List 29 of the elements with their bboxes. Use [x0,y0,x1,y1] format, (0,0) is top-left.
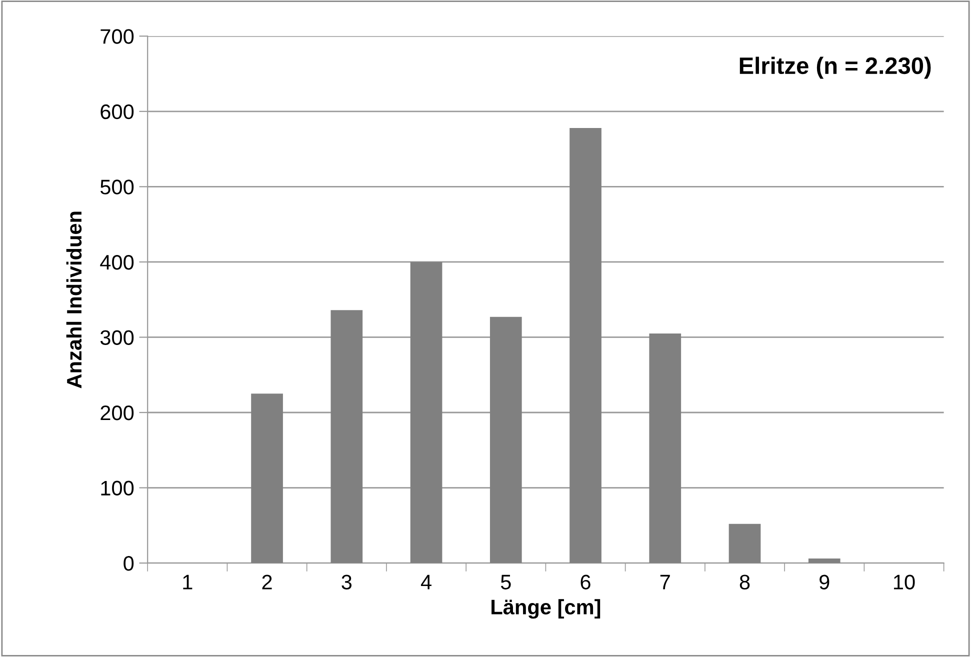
y-tick-label: 500 [100,180,134,194]
bar [330,310,363,564]
x-axis-title: Länge [cm] [492,599,600,619]
text: Elritze (n = 2.230) [740,56,931,79]
x-tick-label: 9 [820,574,830,590]
y-tick-label: 400 [100,254,134,270]
bar [251,394,283,564]
x-tick-label: 1 [183,574,192,590]
bar [728,524,761,564]
x-tick-label: 7 [660,574,670,590]
bar [808,558,840,564]
x-tick-label: 6 [580,574,590,590]
x-tick-label: 5 [500,574,511,590]
y-tick-label: 200 [100,406,134,420]
x-tick-label: 3 [342,574,352,590]
bar [649,333,682,564]
y-tick-label: 100 [101,480,134,496]
x-tick-label: 10 [894,574,915,590]
x-tick-label: 4 [420,574,432,590]
y-tick-label: 300 [100,330,134,345]
y-tick-label: 0 [124,556,134,571]
x-tick-label: 8 [740,574,750,590]
y-tick-label: 700 [100,29,134,44]
x-tick-label: 2 [262,574,272,590]
bar [410,262,442,564]
y-axis-title: Anzahl Individuen [66,212,82,388]
y-tick-label: 600 [100,104,134,120]
bar [490,316,522,564]
bar [570,128,602,564]
